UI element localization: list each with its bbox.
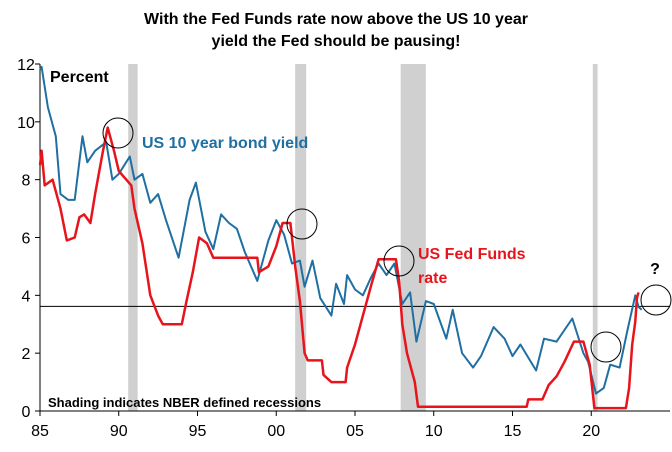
y-tick-label: 6	[22, 231, 31, 248]
x-tick-label: 20	[582, 423, 600, 440]
x-tick-label: 15	[504, 423, 522, 440]
recession-band	[592, 64, 598, 411]
highlight-circle	[383, 245, 415, 277]
recession-band	[400, 64, 426, 411]
highlight-circle	[102, 117, 134, 149]
highlight-circle	[590, 331, 622, 363]
y-tick-label: 12	[17, 57, 35, 74]
highlight-circle	[286, 208, 318, 240]
y-axis-label: Percent	[50, 69, 109, 86]
annotation: ?	[650, 261, 660, 278]
x-tick-label: 95	[189, 423, 207, 440]
chart-title: yield the Fed should be pausing!	[212, 33, 461, 50]
x-tick-label: 85	[31, 423, 49, 440]
y-tick-label: 4	[22, 288, 31, 305]
chart-title: With the Fed Funds rate now above the US…	[144, 11, 528, 28]
x-tick-label: 90	[110, 423, 128, 440]
y-tick-label: 8	[22, 173, 31, 190]
y-tick-label: 0	[22, 404, 31, 421]
note: Shading indicates NBER defined recession…	[48, 395, 321, 410]
highlight-circle	[640, 284, 672, 316]
series-line	[38, 126, 640, 410]
x-tick-label: 00	[267, 423, 285, 440]
y-tick-label: 2	[22, 346, 31, 363]
recession-band	[295, 64, 307, 411]
y-tick-label: 10	[17, 115, 35, 132]
series-label: US Fed Funds rate	[418, 246, 526, 287]
series-label: US 10 year bond yield	[142, 135, 308, 152]
x-tick-label: 10	[425, 423, 443, 440]
recession-band	[128, 64, 138, 411]
x-tick-label: 05	[346, 423, 364, 440]
series-line	[39, 65, 643, 395]
